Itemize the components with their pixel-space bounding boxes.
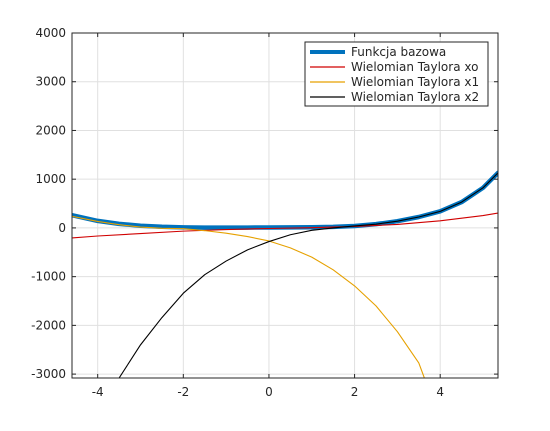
series-line-2 — [72, 212, 498, 239]
legend-label: Wielomian Taylora x1 — [351, 75, 479, 89]
y-tick-label: 0 — [58, 221, 66, 235]
legend-label: Wielomian Taylora xo — [351, 60, 478, 74]
series-line-3 — [72, 215, 425, 378]
x-tick-label: 2 — [351, 385, 359, 399]
y-tick-label: -2000 — [31, 318, 66, 332]
legend-label: Wielomian Taylora x2 — [351, 90, 479, 104]
y-tick-label: 1000 — [35, 172, 66, 186]
axes-frame — [71, 32, 499, 379]
y-tick-label: 4000 — [35, 26, 66, 40]
x-tick-label: -4 — [92, 385, 104, 399]
y-tick-label: -3000 — [31, 367, 66, 381]
series-group — [72, 170, 498, 378]
x-tick-label: -2 — [177, 385, 189, 399]
x-tick-label: 0 — [265, 385, 273, 399]
x-tick-label: 4 — [436, 385, 444, 399]
legend-label: Funkcja bazowa — [351, 45, 446, 59]
y-tick-label: -1000 — [31, 270, 66, 284]
series-line-4 — [118, 172, 498, 378]
y-tick-label: 3000 — [35, 75, 66, 89]
ticks: -4 -2 0 2 4 -3000 -2000 -1000 0 1000 2000 3000 4000 — [31, 26, 498, 399]
y-tick-label: 2000 — [35, 123, 66, 137]
